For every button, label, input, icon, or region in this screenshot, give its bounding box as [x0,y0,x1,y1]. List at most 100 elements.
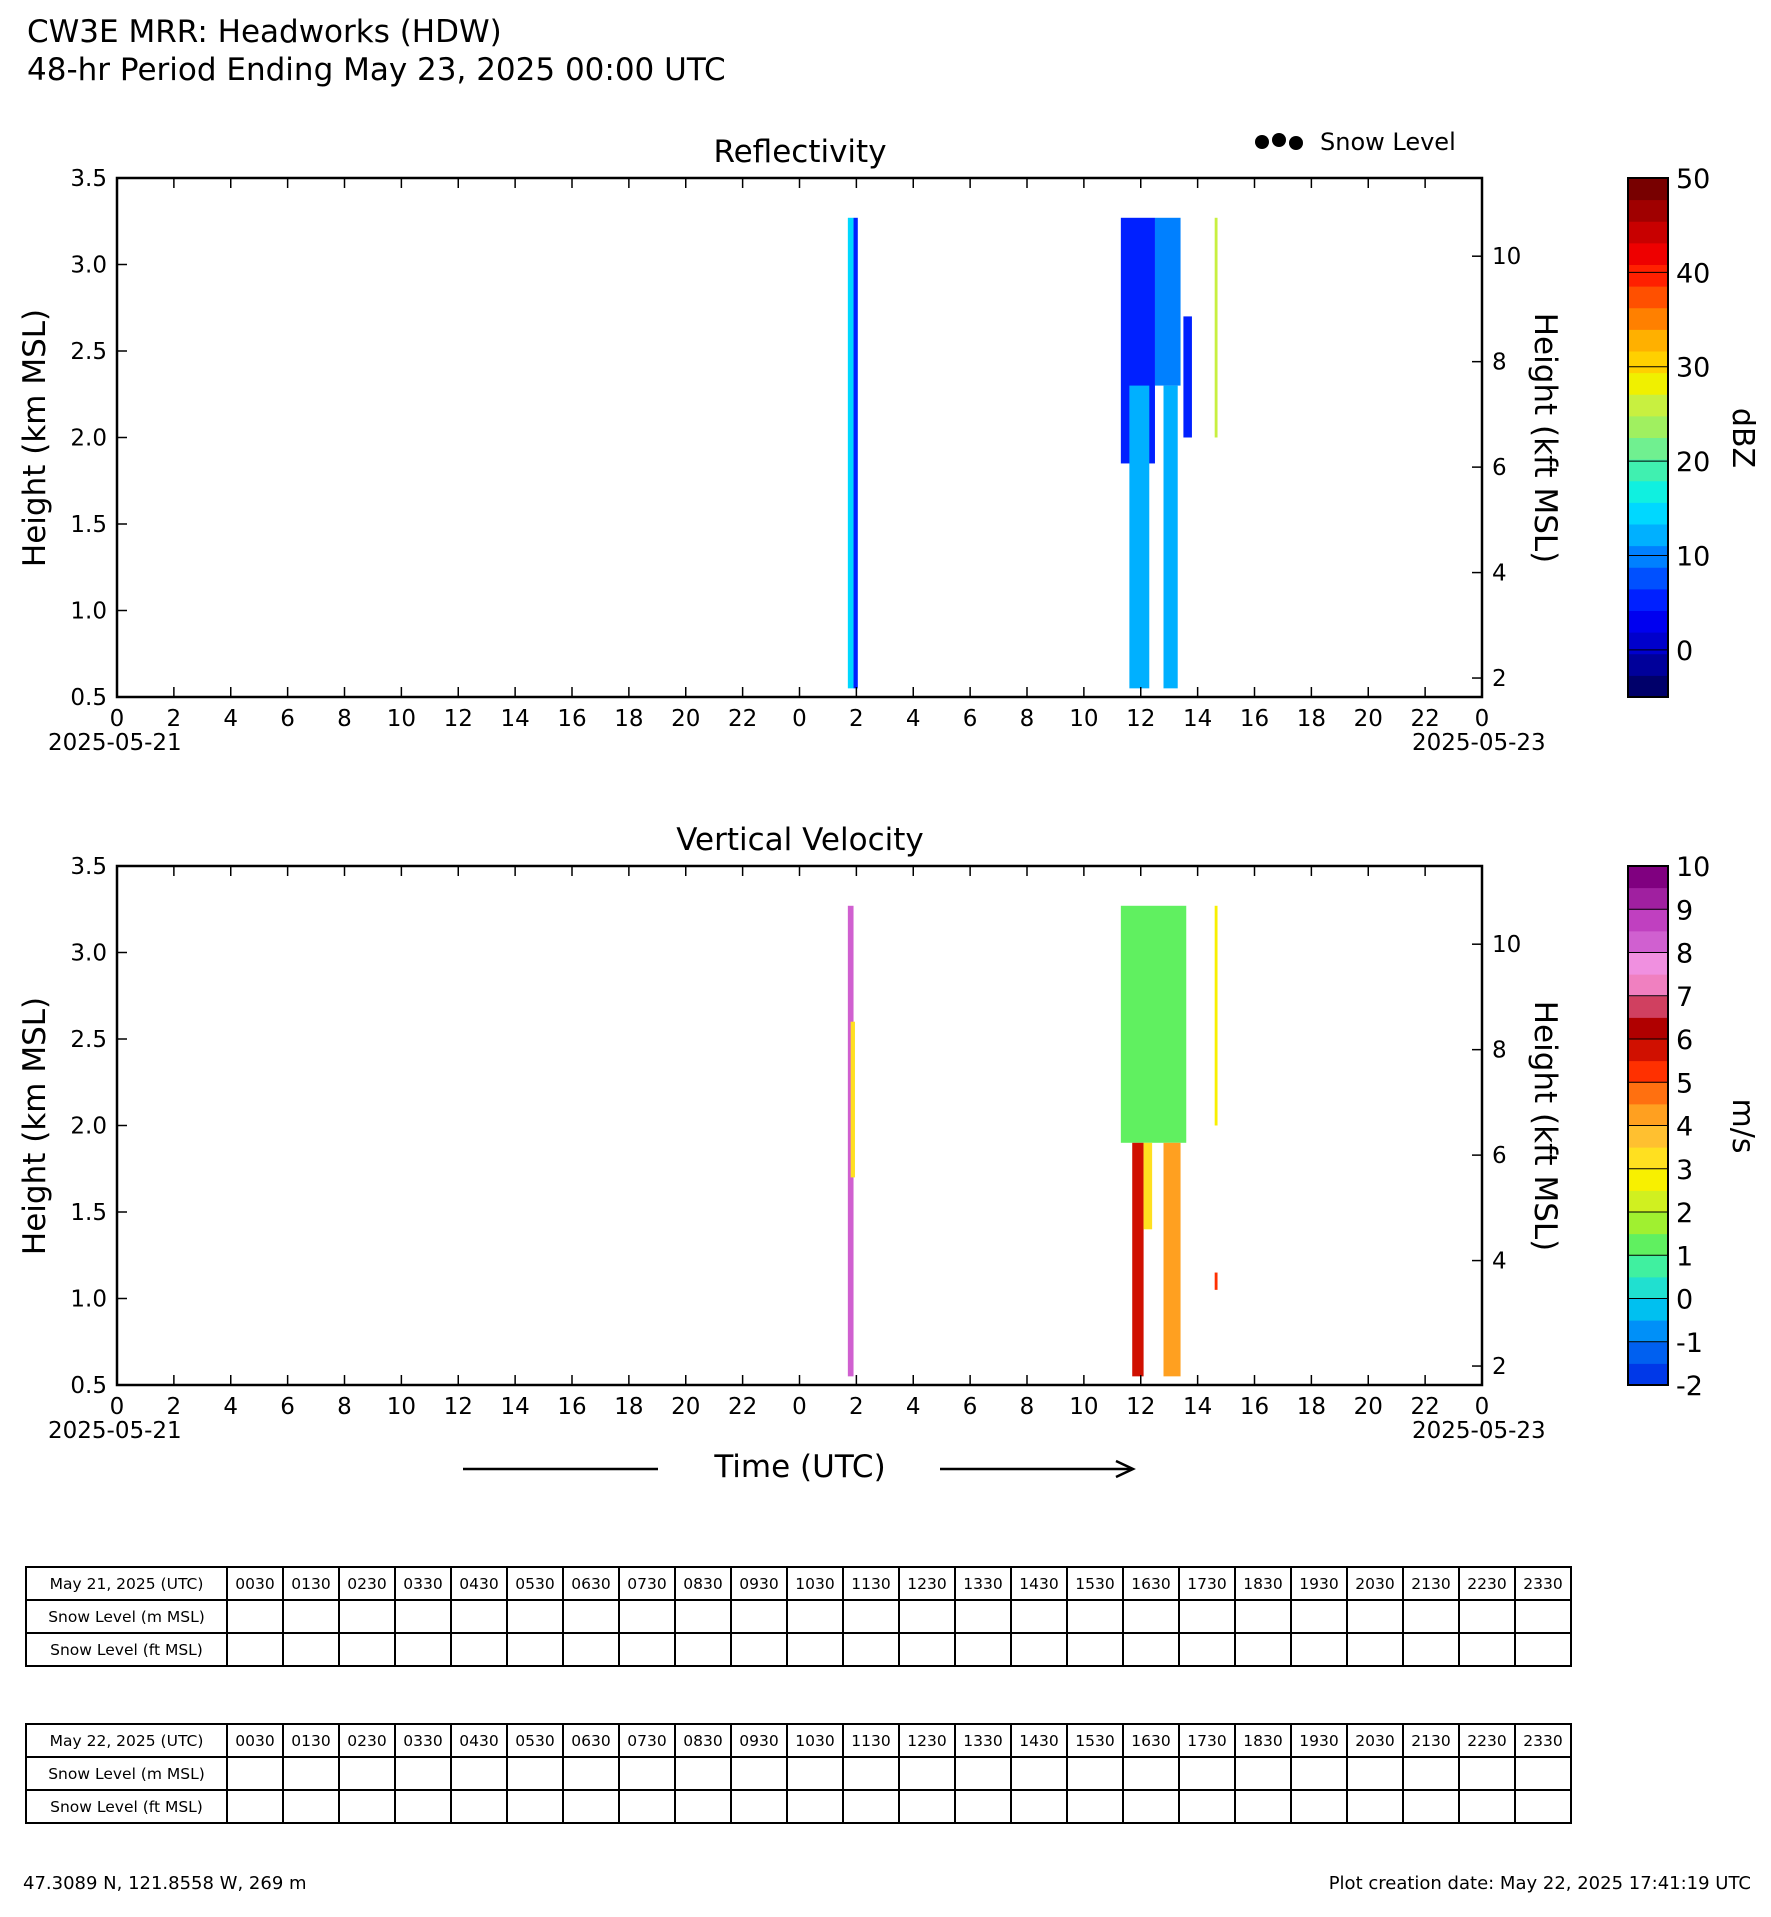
table-value-cell [1178,1756,1236,1791]
table-row-label: Snow Level (m MSL) [25,1599,228,1634]
colorbar-tick-label: 40 [1676,258,1710,289]
colorbar-segment [1628,178,1668,201]
table-value-cell [1178,1599,1236,1634]
x-tick-label: 0 [1475,1394,1490,1420]
colorbar-segment [1628,588,1668,611]
colorbar-tick-label: 9 [1676,895,1693,926]
x-tick-label: 16 [557,1394,586,1420]
colorbar-label: m/s [1725,1099,1760,1154]
table-value-cell [898,1789,956,1824]
x-tick-label: 14 [500,706,529,732]
data-region [1214,217,1218,438]
snow-level-legend-label: Snow Level [1320,128,1456,156]
colorbar-segment [1628,909,1668,932]
table-time-cell: 1330 [954,1723,1012,1758]
data-region [1132,1142,1144,1377]
colorbar-segment [1628,437,1668,460]
table-value-cell [1010,1599,1068,1634]
table-value-cell [1346,1756,1404,1791]
x-tick-label: 2 [849,1394,864,1420]
x-tick-label: 10 [387,706,416,732]
table-value-cell [1290,1632,1348,1667]
colorbar-segment [1628,524,1668,547]
table-time-cell: 0730 [618,1566,676,1601]
table-value-cell [226,1632,284,1667]
x-tick-label: 0 [792,1394,807,1420]
table-time-cell: 0930 [730,1723,788,1758]
y2-tick-label: 8 [1492,1038,1507,1064]
x-tick-label: 8 [1020,706,1035,732]
table-time-cell: 1330 [954,1566,1012,1601]
table-value-cell [282,1599,340,1634]
table-value-cell [786,1756,844,1791]
y-tick-label: 2.0 [70,426,107,452]
table-value-cell [394,1789,452,1824]
data-region [1154,217,1181,386]
table-value-cell [226,1789,284,1824]
footer-creation-date: Plot creation date: May 22, 2025 17:41:1… [1328,1873,1751,1894]
x-tick-label: 14 [1183,706,1212,732]
snow-level-dot [1289,136,1303,150]
table-value-cell [1402,1632,1460,1667]
table-value-cell [1010,1756,1068,1791]
table-time-cell: 0830 [674,1723,732,1758]
table-value-cell [786,1599,844,1634]
table-value-cell [226,1599,284,1634]
colorbar-segment [1628,459,1668,482]
colorbar-segment [1628,307,1668,330]
y2-tick-label: 2 [1492,1354,1507,1380]
colorbar-segment [1628,502,1668,525]
colorbar-segment [1628,1233,1668,1256]
x-start-date: 2025-05-21 [48,1418,182,1444]
table-value-cell [954,1789,1012,1824]
y-tick-label: 3.5 [70,166,107,192]
colorbar-segment [1628,1039,1668,1062]
y-tick-label: 1.5 [70,512,107,538]
x-tick-label: 14 [500,1394,529,1420]
table-value-cell [338,1756,396,1791]
snow-level-table-may21: May 21, 2025 (UTC) 0030 0130 0230 0330 0430 0… [25,1566,1572,1667]
table-value-cell [338,1599,396,1634]
table-value-cell [1290,1789,1348,1824]
table-time-cell: 0330 [394,1723,452,1758]
table-row-label: Snow Level (ft MSL) [25,1632,228,1667]
x-tick-label: 12 [444,706,473,732]
colorbar-tick-label: 20 [1676,447,1710,478]
time-axis-label: Time (UTC) [713,1449,885,1485]
x-tick-label: 22 [728,706,757,732]
x-tick-label: 12 [444,1394,473,1420]
table-value-cell [282,1756,340,1791]
table-time-cell: 0030 [226,1723,284,1758]
table-time-cell: 0630 [562,1723,620,1758]
table-time-cell: 0130 [282,1566,340,1601]
colorbar-tick-label: 7 [1676,982,1693,1013]
colorbar-segment [1628,1212,1668,1235]
colorbar-segment [1628,952,1668,975]
table-value-cell [338,1789,396,1824]
colorbar-segment [1628,567,1668,590]
x-tick-label: 2 [849,706,864,732]
table-value-cell [1010,1789,1068,1824]
colorbar-tick-label: 8 [1676,939,1693,970]
table-value-cell [1458,1756,1516,1791]
colorbar-segment [1628,545,1668,568]
colorbar-segment [1628,1363,1668,1386]
colorbar-segment [1628,351,1668,374]
colorbar-segment [1628,974,1668,997]
table-value-cell [730,1632,788,1667]
x-start-date: 2025-05-21 [48,730,182,756]
table-value-cell [1346,1632,1404,1667]
colorbar-segment [1628,394,1668,417]
table-value-cell [562,1789,620,1824]
y-tick-label: 3.5 [70,854,107,880]
colorbar-tick-label: -1 [1676,1328,1703,1359]
table-row: Snow Level (m MSL) [25,1756,1572,1791]
table-value-cell [226,1756,284,1791]
colorbar-tick-label: 5 [1676,1068,1693,1099]
table-time-cell: 2230 [1458,1723,1516,1758]
y-axis-label: Height (km MSL) [17,997,53,1255]
table-time-cell: 1430 [1010,1566,1068,1601]
table-time-cell: 1830 [1234,1566,1292,1601]
table-value-cell [842,1789,900,1824]
colorbar-segment [1628,286,1668,309]
